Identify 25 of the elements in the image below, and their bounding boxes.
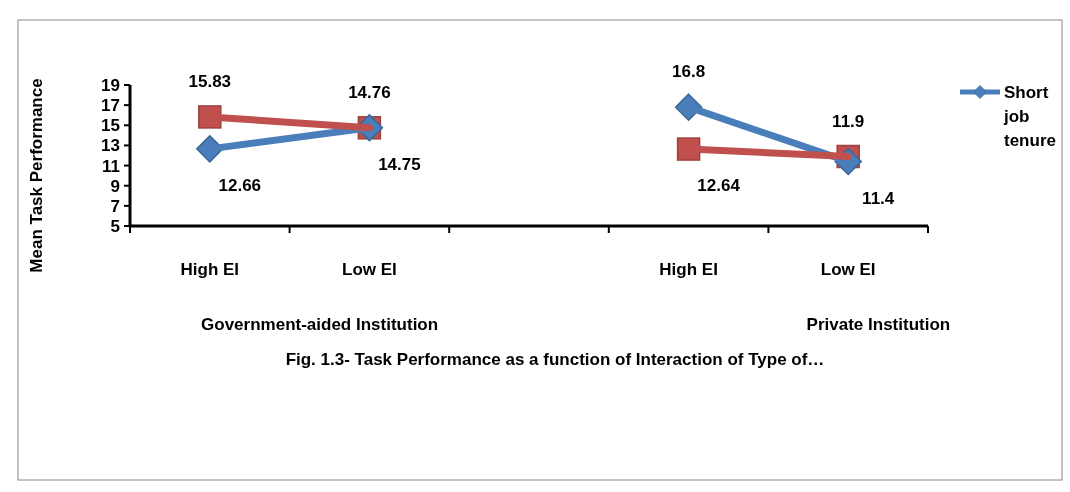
y-tick-label: 17 xyxy=(101,96,120,116)
text: Government-aided Institution xyxy=(201,315,439,334)
data-label: 14.75 xyxy=(378,154,421,174)
y-tick-label: 7 xyxy=(110,196,120,216)
text: Private Institution xyxy=(806,315,951,334)
y-axis-title: Mean Task Performance xyxy=(27,78,46,273)
data-label: 12.64 xyxy=(697,176,741,196)
data-label: 11.4 xyxy=(862,188,895,208)
y-tick-label: 19 xyxy=(101,75,120,95)
y-tick-label: 9 xyxy=(110,176,120,196)
legend-label: Short job tenure xyxy=(1003,82,1056,150)
text: Fig. 1.3- Task Performance as a function of Interaction of Type of… xyxy=(285,350,825,369)
x-tick-label: Low EI xyxy=(820,260,876,279)
y-tick-label: 11 xyxy=(102,156,120,176)
x-tick-label: High EI xyxy=(180,260,240,279)
data-label: 15.83 xyxy=(188,71,232,91)
data-label: 12.66 xyxy=(218,175,262,195)
y-tick-label: 13 xyxy=(101,136,120,156)
data-label: 11.9 xyxy=(832,111,865,131)
y-tick-label: 5 xyxy=(110,216,120,236)
y-tick-label: 15 xyxy=(101,116,120,136)
x-tick-label: Low EI xyxy=(342,260,397,279)
data-label: 16.8 xyxy=(672,62,706,82)
data-label: 14.76 xyxy=(348,82,391,102)
x-tick-label: High EI xyxy=(659,260,718,279)
